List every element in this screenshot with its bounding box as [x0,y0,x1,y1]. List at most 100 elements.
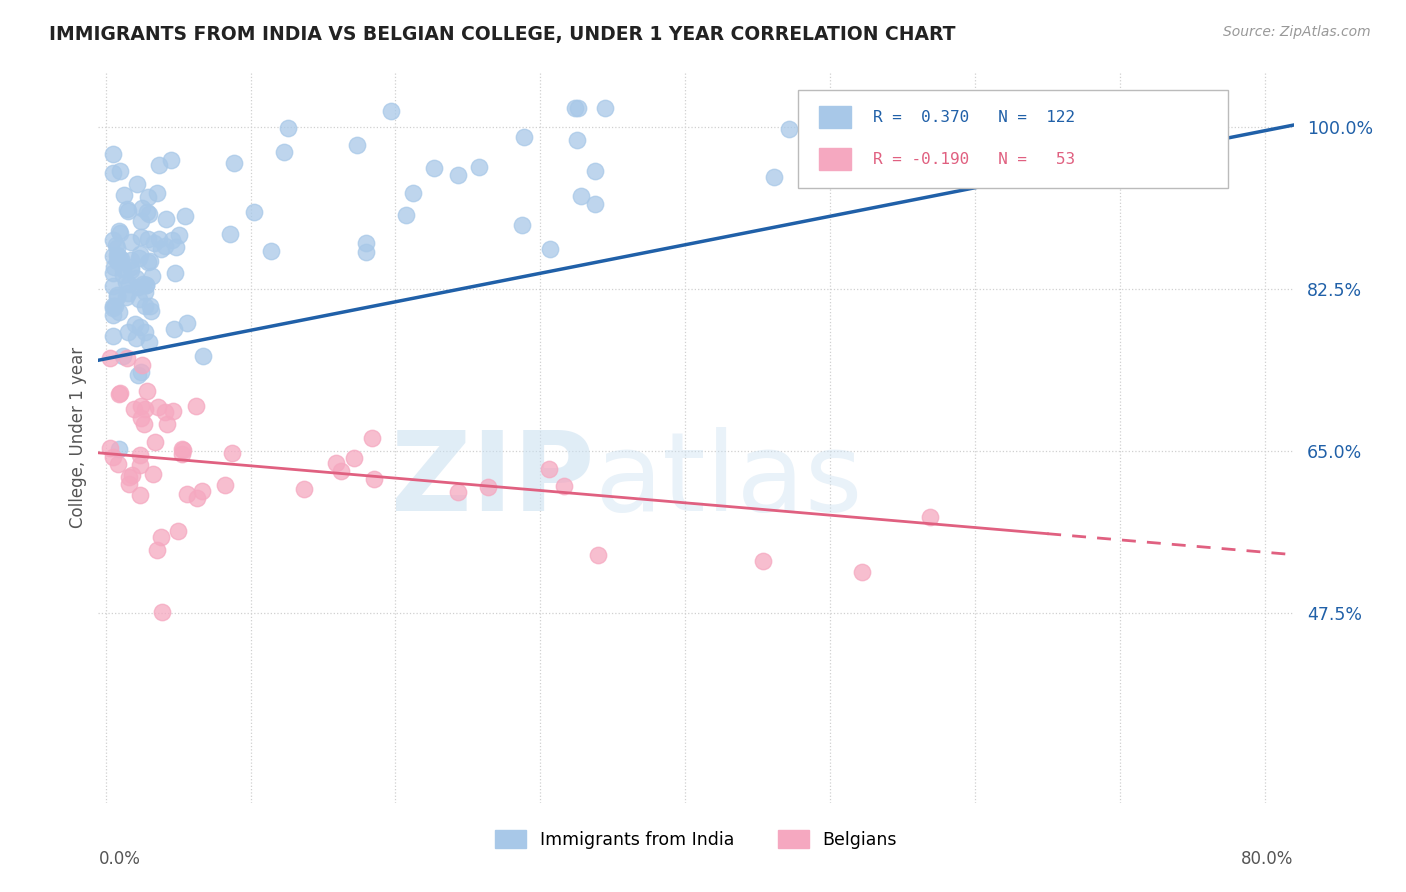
Point [447,485,470,500]
Point [121,468,143,483]
Point [136,384,159,398]
Point [104,299,127,313]
Point [115,290,138,304]
Point [110,385,132,400]
Point [150,530,173,544]
Bar [820,148,852,170]
Point [124,331,146,345]
Point [218,227,240,242]
Point [111,268,134,282]
Point [148,400,170,414]
Point [477,480,499,494]
Point [101,329,124,343]
Point [586,548,609,562]
Point [346,138,368,153]
Point [112,261,135,276]
Point [131,214,153,228]
Point [124,318,146,332]
Point [110,254,132,268]
Point [148,232,170,246]
Point [134,285,156,299]
Point [101,450,124,464]
Point [593,102,616,116]
Point [115,202,138,216]
Point [165,240,187,254]
Point [243,204,266,219]
Point [153,239,176,253]
Point [98,351,121,366]
Point [112,188,135,202]
Point [131,230,153,244]
Point [118,476,141,491]
Point [101,300,124,314]
Point [1090,102,1112,116]
Point [148,158,170,172]
Point [128,251,150,265]
Text: 80.0%: 80.0% [1241,850,1294,868]
Point [105,248,128,262]
Point [567,133,589,147]
Text: Source: ZipAtlas.com: Source: ZipAtlas.com [1223,25,1371,39]
Point [146,186,169,201]
Point [105,253,128,268]
Point [569,188,592,202]
Point [162,403,184,417]
Point [108,387,131,401]
Point [186,491,208,506]
Point [120,235,142,250]
Point [156,417,179,431]
Point [120,263,142,277]
Point [918,510,941,524]
Point [851,565,873,579]
Point [583,164,606,178]
Point [131,358,153,372]
Point [214,477,236,491]
Point [277,120,299,135]
Point [120,252,142,267]
Point [139,299,162,313]
Point [103,260,125,275]
Point [131,201,153,215]
Text: R = -0.190   N =   53: R = -0.190 N = 53 [873,152,1076,167]
Text: IMMIGRANTS FROM INDIA VS BELGIAN COLLEGE, UNDER 1 YEAR CORRELATION CHART: IMMIGRANTS FROM INDIA VS BELGIAN COLLEGE… [49,25,956,44]
Point [172,443,194,458]
Point [380,104,402,119]
Point [110,252,132,266]
Point [131,399,153,413]
Point [114,276,136,290]
Point [108,224,131,238]
Point [108,442,131,456]
Point [101,249,124,263]
Point [176,487,198,501]
Point [101,147,124,161]
Bar [820,106,852,128]
Point [553,479,575,493]
Point [115,351,138,366]
Point [104,238,127,252]
Point [105,242,128,256]
Point [98,441,121,455]
Point [129,365,152,379]
Point [880,102,903,116]
Point [101,279,124,293]
Point [117,285,139,300]
Point [132,277,155,292]
Point [117,204,139,219]
Point [122,402,145,417]
Point [138,335,160,350]
Point [564,102,586,116]
Point [101,301,124,315]
Point [107,249,129,263]
Point [150,242,173,256]
Point [101,308,124,322]
Point [134,299,156,313]
Point [136,205,159,219]
Point [343,451,366,466]
Point [134,325,156,339]
Point [160,153,183,167]
Point [155,211,177,226]
Point [135,277,157,292]
Point [108,305,131,319]
Point [170,442,193,456]
Point [583,197,606,211]
